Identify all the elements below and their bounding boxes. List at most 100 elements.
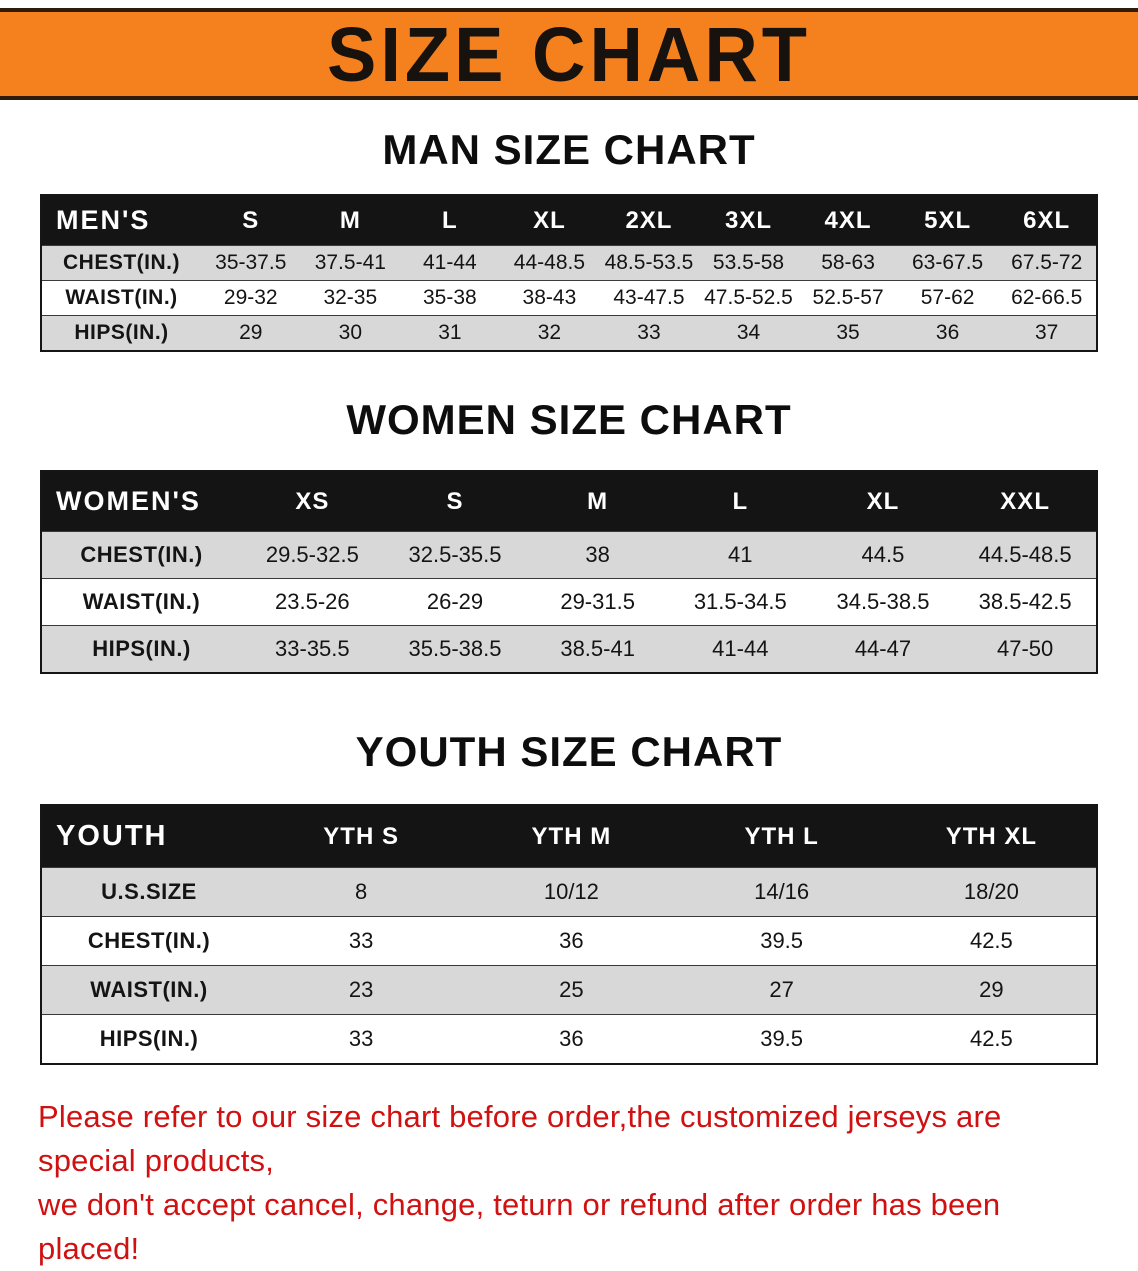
size-column-header: XXL	[1000, 487, 1050, 515]
table-row: HIPS(IN.) 33 36 39.5 42.5	[41, 1014, 1097, 1064]
cell-value: 35-37.5	[201, 245, 301, 281]
cell-value: 63-67.5	[897, 245, 998, 281]
size-column-header: S	[446, 487, 464, 515]
cell-value: 31	[400, 315, 500, 351]
cell-value: 29	[201, 315, 301, 351]
cell-value: 62-66.5	[997, 280, 1097, 316]
cell-value: 29.5-32.5	[241, 531, 384, 579]
table-row: U.S.SIZE 8 10/12 14/16 18/20	[41, 867, 1097, 917]
cell-value: 30	[300, 315, 401, 351]
cell-value: 35	[798, 315, 898, 351]
women-size-section: WOMEN SIZE CHART WOMEN'S XS S M L XL XXL CHEST(I…	[0, 396, 1138, 674]
cell-value: 34	[698, 315, 799, 351]
table-row: WAIST(IN.) 23.5-26 26-29 29-31.5 31.5-34.5 34…	[41, 578, 1097, 626]
cell-value: 35.5-38.5	[383, 625, 527, 673]
size-column-header: YTH S	[323, 822, 399, 850]
cell-value: 41-44	[400, 245, 500, 281]
cell-value: 33	[256, 916, 467, 966]
row-label: WAIST(IN.)	[41, 578, 241, 626]
row-label: CHEST(IN.)	[41, 531, 241, 579]
cell-value: 32-35	[300, 280, 401, 316]
table-row: HIPS(IN.) 29 30 31 32 33 34 35 36 37	[41, 315, 1097, 351]
cell-value: 53.5-58	[698, 245, 799, 281]
size-column-header: 6XL	[1023, 206, 1071, 234]
size-column-header: 2XL	[625, 206, 673, 234]
cell-value: 57-62	[897, 280, 998, 316]
cell-value: 38.5-42.5	[954, 578, 1097, 626]
men-size-table: MEN'S S M L XL 2XL 3XL 4XL 5XL 6XL CHEST(IN.) 35-37…	[40, 194, 1098, 352]
size-column-header: L	[732, 487, 749, 515]
size-column-header: YTH L	[744, 822, 819, 850]
cell-value: 47.5-52.5	[698, 280, 799, 316]
cell-value: 10/12	[466, 867, 677, 917]
cell-value: 18/20	[886, 867, 1097, 917]
page-title: SIZE CHART	[327, 10, 811, 98]
table-row: WAIST(IN.) 29-32 32-35 35-38 38-43 43-47.5 47.…	[41, 280, 1097, 316]
size-column-header: 5XL	[924, 206, 972, 234]
notice-line-2: we don't accept cancel, change, teturn o…	[38, 1187, 1001, 1267]
youth-size-section: YOUTH SIZE CHART YOUTH YTH S YTH M YTH L YTH …	[0, 728, 1138, 1065]
size-column-header: YTH XL	[945, 822, 1038, 850]
cell-value: 37	[997, 315, 1097, 351]
cell-value: 32.5-35.5	[383, 531, 527, 579]
size-column-header: 3XL	[725, 206, 773, 234]
table-row: CHEST(IN.) 33 36 39.5 42.5	[41, 916, 1097, 966]
size-column-header: M	[339, 206, 361, 234]
men-size-section: MAN SIZE CHART MEN'S S M L XL 2XL 3XL 4XL 5XL 6XL C…	[0, 126, 1138, 352]
table-row: HIPS(IN.) 33-35.5 35.5-38.5 38.5-41 41-44 44-…	[41, 625, 1097, 673]
cell-value: 38	[526, 531, 669, 579]
men-section-heading: MAN SIZE CHART	[382, 126, 756, 173]
youth-section-heading: YOUTH SIZE CHART	[355, 728, 783, 775]
size-column-header: YTH M	[531, 822, 612, 850]
cell-value: 14/16	[676, 867, 887, 917]
cell-value: 23.5-26	[241, 578, 384, 626]
cell-value: 29-32	[201, 280, 301, 316]
size-column-header: S	[242, 206, 260, 234]
cell-value: 48.5-53.5	[599, 245, 699, 281]
cell-value: 44-47	[811, 625, 955, 673]
cell-value: 25	[466, 965, 677, 1015]
cell-value: 29	[886, 965, 1097, 1015]
size-column-header: 4XL	[824, 206, 872, 234]
row-label: HIPS(IN.)	[41, 625, 241, 673]
cell-value: 36	[466, 1014, 677, 1064]
cell-value: 38.5-41	[526, 625, 669, 673]
row-label: U.S.SIZE	[41, 867, 256, 917]
youth-size-table: YOUTH YTH S YTH M YTH L YTH XL U.S.SIZE 8 10/12…	[40, 804, 1098, 1065]
size-column-header: XS	[295, 487, 330, 515]
cell-value: 31.5-34.5	[668, 578, 812, 626]
cell-value: 42.5	[886, 1014, 1097, 1064]
cell-value: 41-44	[668, 625, 812, 673]
cell-value: 52.5-57	[798, 280, 898, 316]
size-chart-page: SIZE CHART MAN SIZE CHART MEN'S S M L XL 2XL 3X…	[0, 8, 1138, 1266]
cell-value: 8	[256, 867, 467, 917]
women-section-heading: WOMEN SIZE CHART	[346, 396, 792, 443]
size-column-header: L	[442, 206, 458, 234]
cell-value: 33-35.5	[241, 625, 384, 673]
cell-value: 41	[668, 531, 812, 579]
row-label: CHEST(IN.)	[41, 916, 256, 966]
cell-value: 44-48.5	[499, 245, 600, 281]
size-chart-banner: SIZE CHART	[0, 8, 1138, 100]
notice-line-1: Please refer to our size chart before or…	[38, 1099, 1002, 1179]
cell-value: 35-38	[400, 280, 500, 316]
cell-value: 23	[256, 965, 467, 1015]
youth-corner-label: YOUTH	[56, 820, 168, 852]
men-corner-label: MEN'S	[56, 205, 151, 235]
row-label: HIPS(IN.)	[41, 315, 201, 351]
cell-value: 29-31.5	[526, 578, 669, 626]
women-corner-label: WOMEN'S	[56, 486, 201, 516]
cell-value: 33	[256, 1014, 467, 1064]
row-label: CHEST(IN.)	[41, 245, 201, 281]
cell-value: 32	[499, 315, 600, 351]
cell-value: 26-29	[383, 578, 527, 626]
women-header-row: WOMEN'S XS S M L XL XXL	[41, 471, 1097, 532]
row-label: WAIST(IN.)	[41, 965, 256, 1015]
women-size-table: WOMEN'S XS S M L XL XXL CHEST(IN.) 29.5-32.5 32.5…	[40, 470, 1098, 674]
cell-value: 39.5	[676, 916, 887, 966]
cell-value: 47-50	[954, 625, 1097, 673]
cell-value: 33	[599, 315, 699, 351]
table-row: CHEST(IN.) 29.5-32.5 32.5-35.5 38 41 44.5 44.5…	[41, 531, 1097, 579]
cell-value: 67.5-72	[997, 245, 1097, 281]
cell-value: 37.5-41	[300, 245, 401, 281]
